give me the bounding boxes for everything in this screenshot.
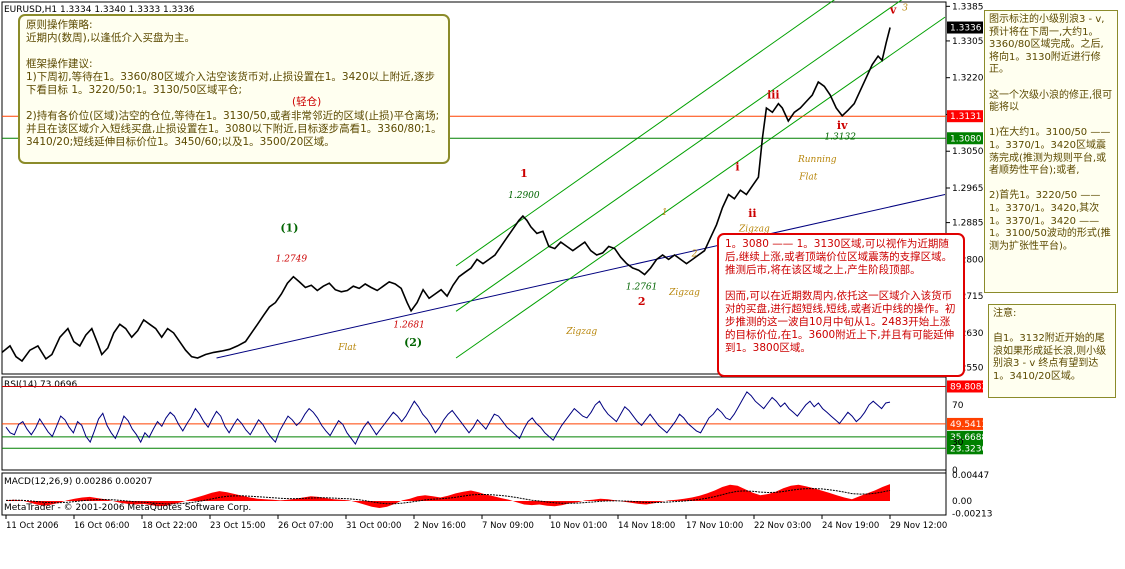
time-tick-label: 16 Oct 06:00	[74, 521, 129, 531]
analysis-note: 1。3080 —— 1。3130区域,可以视作为近期随后,继续上涨,或者顶端价位…	[717, 233, 965, 377]
time-tick-label: 24 Nov 19:00	[822, 521, 879, 531]
time-tick-label: 11 Oct 2006	[6, 521, 59, 531]
macd-tick-label: 0.00	[952, 497, 972, 507]
wave-label: 1	[520, 167, 528, 180]
time-tick-label: 31 Oct 00:00	[346, 521, 401, 531]
rsi-tag-label: 23.3230	[950, 444, 987, 454]
time-tick-label: 7 Nov 09:00	[482, 521, 534, 531]
macd-tick-label: 0.00447	[952, 471, 989, 481]
price-tick-label: 1.2715	[952, 292, 984, 302]
trendline-line	[216, 194, 946, 359]
chart-title: EURUSD,H1 1.3334 1.3340 1.3333 1.3336	[4, 5, 195, 15]
wave-label: 1.2681	[393, 320, 425, 330]
rsi-tag-label: 35.6688	[950, 433, 987, 443]
price-tag-bg	[947, 132, 983, 145]
time-tick-label: 22 Nov 03:00	[754, 521, 811, 531]
rsi-tag-label: 49.5413	[950, 420, 987, 430]
rsi-tag-bg	[947, 417, 983, 430]
side-note-top: 图示标注的小级别浪3 - v,预计将在下周一,大约1。3360/80区域完成。之…	[984, 10, 1118, 293]
time-tick-label: 23 Oct 15:00	[210, 521, 265, 531]
price-tick-label: 1.3305	[952, 37, 984, 47]
wave-label: 2	[638, 295, 646, 308]
wave-label: Zigzag	[668, 288, 700, 298]
current-price-tag-bg	[947, 21, 983, 34]
price-series-line	[1, 27, 891, 363]
price-tick-label: 1.3385	[952, 2, 984, 12]
wave-label: (1)	[280, 221, 298, 234]
price-tag-label: 1.3080	[950, 134, 982, 144]
wave-label: 1.3132	[824, 133, 856, 143]
macd-label: MACD(12,26,9) 0.00286 0.00207	[4, 477, 153, 487]
rsi-tick-label: 70	[952, 401, 964, 411]
copyright-label: MetaTrader - © 2001-2006 MetaQuotes Soft…	[4, 503, 252, 513]
rsi-tag-label: 89.8083	[950, 382, 987, 392]
price-tick-label: 1.2965	[952, 184, 984, 194]
rsi-tick-label: 30	[952, 438, 964, 448]
side-note-bottom: 注意: 自1。3132附近开始的尾浪如果形成延长浪,则小级别浪3 - v 终点有…	[988, 304, 1116, 398]
time-tick-label: 14 Nov 18:00	[618, 521, 675, 531]
macd-signal-line	[5, 488, 891, 505]
wave-label: 1.2761	[626, 283, 658, 293]
wave-label: 1.2900	[508, 191, 540, 201]
wave-label: 3	[902, 4, 908, 14]
price-tick-label: 1.2885	[952, 219, 984, 229]
wave-label: Zigzag	[565, 327, 597, 337]
price-tag-bg	[947, 110, 983, 123]
channel-line	[455, 0, 835, 267]
wave-label: (2)	[404, 336, 422, 349]
wave-label: 1.2749	[276, 255, 308, 265]
wave-label: iii	[767, 88, 780, 101]
wave-label: Zigzag	[738, 224, 770, 234]
wave-label: Flat	[337, 343, 356, 353]
price-tick-label: 1.2550	[952, 364, 984, 374]
macd-histogram	[6, 484, 890, 508]
wave-label: ii	[748, 207, 756, 220]
strategy-note: 原则操作策略: 近期内(数周),以逢低介入买盘为主。 框架操作建议: 1)下周初…	[18, 14, 450, 164]
time-tick-label: 2 Nov 16:00	[414, 521, 466, 531]
wave-label: 1	[662, 208, 668, 218]
rsi-tag-bg	[947, 380, 983, 393]
channel-line	[455, 0, 903, 312]
rsi-tag-bg	[947, 430, 983, 443]
wave-label: iv	[837, 119, 848, 132]
wave-label: i	[735, 160, 739, 173]
time-tick-label: 29 Nov 12:00	[890, 521, 947, 531]
rsi-tag-bg	[947, 442, 983, 455]
wave-label: 2	[691, 249, 698, 259]
price-tick-label: 1.3220	[952, 74, 984, 84]
rsi-tick-label: 0	[952, 466, 958, 476]
price-tag-label: 1.3131	[950, 112, 982, 122]
time-tick-label: 26 Oct 07:00	[278, 521, 333, 531]
wave-label: Running	[797, 155, 837, 165]
light-position-label: (轻仓)	[292, 96, 322, 108]
rsi-label: RSI(14) 73.0696	[4, 380, 77, 390]
time-tick-label: 10 Nov 01:00	[550, 521, 607, 531]
price-tick-label: 1.3050	[952, 147, 984, 157]
macd-tick-label: -0.00213	[952, 509, 992, 519]
time-tick-label: 17 Nov 10:00	[686, 521, 743, 531]
price-tick-label: 1.2630	[952, 329, 984, 339]
time-tick-label: 18 Oct 22:00	[142, 521, 197, 531]
wave-label: Flat	[798, 172, 817, 182]
current-price-label: 1.3336	[950, 24, 982, 34]
wave-label: v	[889, 4, 897, 17]
price-tick-label: 1.2800	[952, 255, 984, 265]
rsi-line	[5, 391, 891, 445]
channel-line	[455, 16, 946, 359]
